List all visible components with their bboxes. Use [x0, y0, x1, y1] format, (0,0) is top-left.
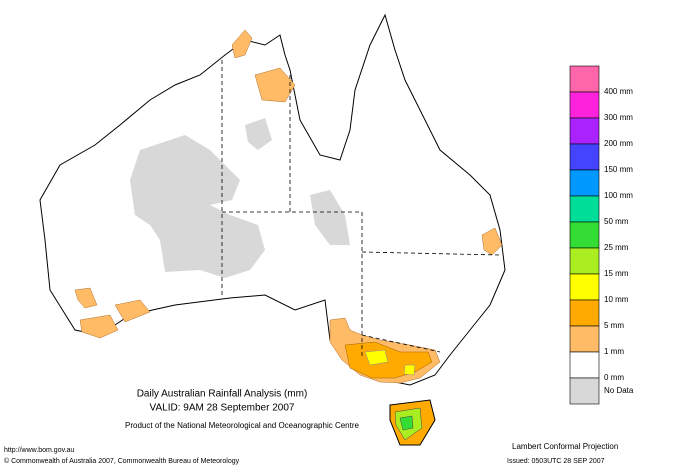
coastline [39, 13, 506, 386]
border [361, 334, 441, 353]
legend-label: 10 mm [604, 295, 629, 304]
legend-swatch [569, 325, 600, 353]
mainland [39, 13, 506, 386]
rain-25mm [399, 415, 414, 431]
legend-label: No Data [604, 386, 634, 395]
legend-swatch [569, 273, 600, 301]
legend-swatch [569, 117, 600, 145]
legend-label: 150 mm [604, 165, 633, 174]
valid-time: VALID: 9AM 28 September 2007 [150, 403, 295, 414]
legend-swatch [569, 65, 600, 93]
rain-1mm [254, 67, 296, 103]
legend-swatch [569, 351, 600, 379]
legend-label: 0 mm [604, 373, 624, 382]
rain-10mm [364, 349, 416, 376]
url: http://www.bom.gov.au [4, 447, 74, 454]
legend-swatch [569, 169, 600, 197]
rain-1mm [231, 29, 253, 59]
legend-label: 15 mm [604, 269, 629, 278]
legend-label: 100 mm [604, 191, 633, 200]
legend-swatch [569, 299, 600, 327]
projection: Lambert Conformal Projection [512, 442, 618, 451]
legend: 400 mm 300 mm 200 mm 150 mm 100 mm 50 mm 25 mm… [569, 65, 634, 405]
legend-swatch [569, 247, 600, 275]
legend-swatch [569, 377, 600, 405]
legend-swatch [569, 91, 600, 119]
legend-swatch [569, 195, 600, 223]
legend-label: 25 mm [604, 243, 629, 252]
map-title: Daily Australian Rainfall Analysis (mm) [137, 389, 308, 400]
legend-swatch [569, 221, 600, 249]
rain-1mm [74, 287, 151, 339]
no-data-area [130, 135, 265, 278]
product-note: Product of the National Meteorological a… [125, 421, 359, 430]
copyright: © Commonwealth of Australia 2007, Common… [4, 457, 240, 465]
rain-1mm [481, 227, 503, 256]
legend-label: 50 mm [604, 217, 629, 226]
legend-label: 1 mm [604, 347, 624, 356]
issued: Issued: 0503UTC 28 SEP 2007 [507, 458, 605, 465]
legend-label: 5 mm [604, 321, 624, 330]
state-borders [221, 60, 501, 358]
border [361, 251, 501, 256]
legend-label: 400 mm [604, 87, 633, 96]
no-data-area [245, 118, 350, 245]
legend-label: 300 mm [604, 113, 633, 122]
legend-label: 200 mm [604, 139, 633, 148]
legend-swatch [569, 143, 600, 171]
